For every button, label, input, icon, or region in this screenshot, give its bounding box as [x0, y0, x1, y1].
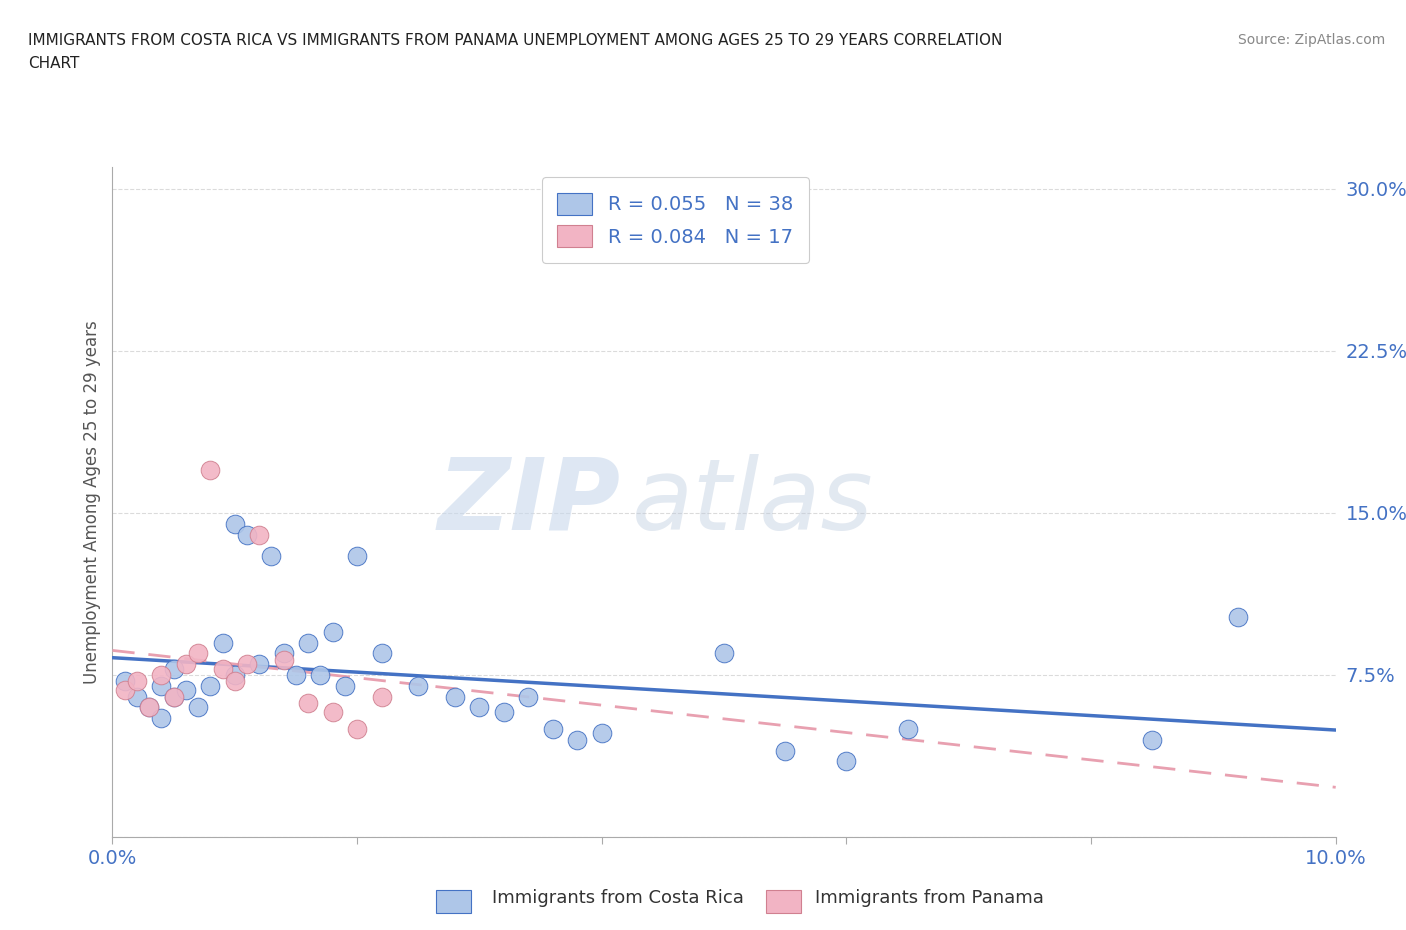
- Text: CHART: CHART: [28, 56, 80, 71]
- Point: [211, 661, 233, 676]
- Point: [174, 657, 197, 671]
- Text: atlas: atlas: [633, 454, 875, 551]
- Point: [114, 674, 136, 689]
- Point: [713, 646, 735, 661]
- Point: [163, 661, 186, 676]
- Point: [370, 646, 392, 661]
- Point: [236, 657, 259, 671]
- Y-axis label: Unemployment Among Ages 25 to 29 years: Unemployment Among Ages 25 to 29 years: [83, 320, 101, 684]
- Point: [138, 700, 160, 715]
- Point: [517, 689, 540, 704]
- Point: [408, 678, 430, 693]
- Point: [591, 726, 613, 741]
- Text: ZIP: ZIP: [437, 454, 620, 551]
- Point: [224, 668, 246, 683]
- Point: [247, 527, 270, 542]
- Point: [125, 674, 148, 689]
- Point: [322, 624, 344, 639]
- Point: [775, 743, 797, 758]
- Point: [346, 722, 368, 737]
- Point: [150, 678, 173, 693]
- Point: [297, 635, 319, 650]
- Point: [163, 689, 186, 704]
- Point: [247, 657, 270, 671]
- Point: [346, 549, 368, 564]
- Point: [200, 678, 222, 693]
- Point: [236, 527, 259, 542]
- Point: [492, 704, 515, 719]
- Point: [1226, 609, 1249, 624]
- Point: [260, 549, 283, 564]
- Legend: R = 0.055   N = 38, R = 0.084   N = 17: R = 0.055 N = 38, R = 0.084 N = 17: [541, 177, 808, 263]
- Point: [297, 696, 319, 711]
- Point: [370, 689, 392, 704]
- Text: Immigrants from Panama: Immigrants from Panama: [815, 889, 1045, 907]
- FancyBboxPatch shape: [766, 890, 801, 913]
- Point: [187, 700, 209, 715]
- Text: Immigrants from Costa Rica: Immigrants from Costa Rica: [492, 889, 744, 907]
- Point: [1142, 732, 1164, 747]
- Point: [468, 700, 491, 715]
- Point: [224, 674, 246, 689]
- Point: [541, 722, 564, 737]
- Point: [224, 516, 246, 531]
- Point: [835, 754, 858, 769]
- FancyBboxPatch shape: [436, 890, 471, 913]
- Point: [125, 689, 148, 704]
- Point: [200, 462, 222, 477]
- Point: [567, 732, 589, 747]
- Point: [114, 683, 136, 698]
- Point: [273, 653, 295, 668]
- Point: [211, 635, 233, 650]
- Text: IMMIGRANTS FROM COSTA RICA VS IMMIGRANTS FROM PANAMA UNEMPLOYMENT AMONG AGES 25 : IMMIGRANTS FROM COSTA RICA VS IMMIGRANTS…: [28, 33, 1002, 47]
- Point: [444, 689, 467, 704]
- Point: [333, 678, 356, 693]
- Point: [322, 704, 344, 719]
- Point: [897, 722, 920, 737]
- Point: [187, 646, 209, 661]
- Point: [174, 683, 197, 698]
- Point: [273, 646, 295, 661]
- Point: [163, 689, 186, 704]
- Text: Source: ZipAtlas.com: Source: ZipAtlas.com: [1237, 33, 1385, 46]
- Point: [150, 711, 173, 725]
- Point: [150, 668, 173, 683]
- Point: [309, 668, 332, 683]
- Point: [284, 668, 308, 683]
- Point: [138, 700, 160, 715]
